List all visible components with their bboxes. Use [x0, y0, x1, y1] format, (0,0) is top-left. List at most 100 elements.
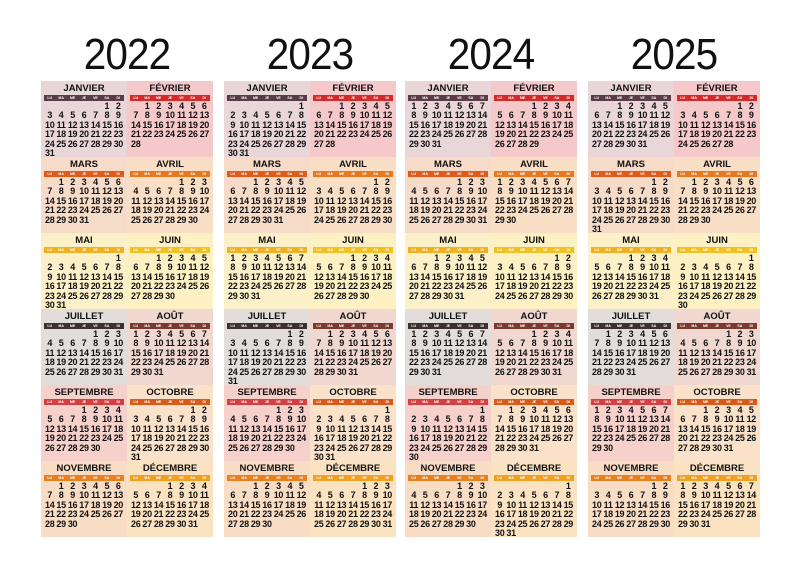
day-number: 29 — [649, 518, 659, 529]
day-number: 5 — [144, 186, 150, 197]
weekday-label: SA — [737, 248, 743, 252]
day-number: 21 — [90, 129, 101, 140]
day-number: 26 — [735, 205, 745, 216]
day-number: 31 — [477, 214, 488, 225]
day-number: 22 — [477, 433, 488, 444]
day-number: 27 — [285, 281, 295, 292]
day-number: 22 — [153, 281, 164, 292]
day-number: 1 — [497, 177, 503, 187]
day-number: 2 — [737, 329, 743, 339]
day-number: 8 — [434, 262, 439, 273]
weekday-label: MA — [327, 248, 333, 252]
day-number: 1 — [651, 177, 657, 187]
day-number: 10 — [614, 414, 625, 425]
weekday-label: SA — [287, 248, 293, 252]
weekday-label: LU — [594, 476, 600, 480]
day-number: 3 — [748, 329, 754, 339]
day-number: 14 — [563, 186, 574, 197]
day-number: 26 — [592, 290, 602, 301]
day-number: 30 — [285, 442, 295, 453]
day-number: 1 — [104, 101, 110, 111]
day-number: 29 — [79, 442, 89, 453]
day-number: 30 — [506, 214, 516, 225]
weekday-label: SA — [468, 324, 474, 328]
day-number: 21 — [102, 281, 112, 292]
day-number: 28 — [131, 138, 141, 149]
year-2024: 2024 JANVIER LU MA ME JE VE SA DI 1 2 3 4 5 6 7 8 9 10 11 1… — [405, 30, 577, 537]
day-number: 29 — [454, 214, 465, 225]
month-name: DÉCEMBRE — [325, 463, 381, 474]
day-number: 14 — [735, 271, 745, 282]
day-number: 19 — [382, 119, 393, 130]
day-number: 5 — [47, 414, 53, 425]
day-number: 1 — [287, 329, 293, 339]
day-number: 19 — [517, 281, 528, 292]
day-number: 5 — [327, 490, 333, 501]
day-number: 5 — [640, 405, 645, 415]
day-number: 5 — [253, 338, 258, 349]
day-number: 18 — [90, 499, 101, 510]
day-number: 29 — [348, 290, 358, 301]
weekday-label: DI — [299, 476, 304, 480]
day-number: 23 — [712, 433, 722, 444]
day-number: 28 — [314, 366, 324, 377]
day-number: 25 — [563, 357, 574, 368]
weekday-label: VE — [179, 248, 184, 252]
day-number: 11 — [142, 423, 152, 434]
month-name: JANVIER — [610, 83, 652, 94]
day-number: 13 — [466, 110, 476, 121]
day-number: 5 — [737, 177, 743, 187]
day-number: 2 — [298, 329, 304, 339]
weekday-label: VE — [93, 172, 98, 176]
day-number: 26 — [712, 290, 722, 301]
day-number: 2 — [287, 405, 293, 415]
day-number: 13 — [466, 338, 476, 349]
month-name: SEPTEMBRE — [237, 387, 297, 398]
day-number: 17 — [495, 281, 505, 292]
day-number: 22 — [250, 509, 261, 520]
day-grid: 1 2 3 4 5 6 7 8 9 10 11 12 13 14 15 16 17 18 19 20 21 22 23 24 2… — [408, 481, 488, 529]
day-number: 6 — [605, 262, 611, 273]
day-number: 16 — [746, 119, 757, 130]
weekday-label: ME — [616, 96, 623, 100]
day-number: 3 — [434, 329, 439, 339]
day-number: 30 — [409, 451, 419, 461]
day-number: 10 — [477, 186, 488, 197]
day-number: 28 — [517, 138, 528, 149]
day-number: 26 — [273, 281, 284, 292]
months-grid: JANVIER LU MA ME JE VE SA DI 1 2 3 4 5 6 7 8 9 10 11 12 13 14… — [224, 81, 396, 537]
day-number: 8 — [508, 414, 514, 425]
day-number: 6 — [276, 110, 281, 121]
day-number: 14 — [637, 195, 648, 206]
day-number: 7 — [543, 262, 548, 273]
day-number: 30 — [700, 214, 711, 225]
day-number: 1 — [133, 329, 139, 339]
weekday-header: LU MA ME JE VE SA DI — [408, 475, 488, 481]
day-number: 6 — [594, 110, 600, 121]
day-number: 19 — [637, 423, 648, 434]
day-number: 16 — [113, 119, 124, 130]
day-number: 24 — [79, 205, 89, 216]
day-number: 11 — [285, 186, 295, 197]
day-number: 24 — [649, 281, 659, 292]
day-number: 14 — [689, 423, 699, 434]
weekday-label: LU — [133, 96, 139, 100]
day-number: 30 — [314, 451, 324, 461]
day-number: 21 — [552, 509, 562, 520]
weekday-label: MA — [422, 324, 428, 328]
day-number: 22 — [250, 205, 261, 216]
day-number: 25 — [700, 290, 711, 301]
day-number: 12 — [348, 423, 358, 434]
weekday-label: SA — [190, 476, 196, 480]
day-number: 13 — [314, 119, 324, 130]
day-number: 26 — [614, 214, 625, 225]
day-number: 9 — [422, 338, 428, 349]
day-number: 19 — [199, 271, 210, 282]
day-number: 28 — [239, 214, 249, 225]
day-number: 1 — [508, 405, 514, 415]
day-number: 11 — [409, 499, 419, 510]
weekday-label: SA — [554, 248, 560, 252]
day-number: 18 — [637, 347, 648, 358]
month-name: DÉCEMBRE — [689, 463, 745, 474]
day-number: 2 — [373, 481, 379, 491]
